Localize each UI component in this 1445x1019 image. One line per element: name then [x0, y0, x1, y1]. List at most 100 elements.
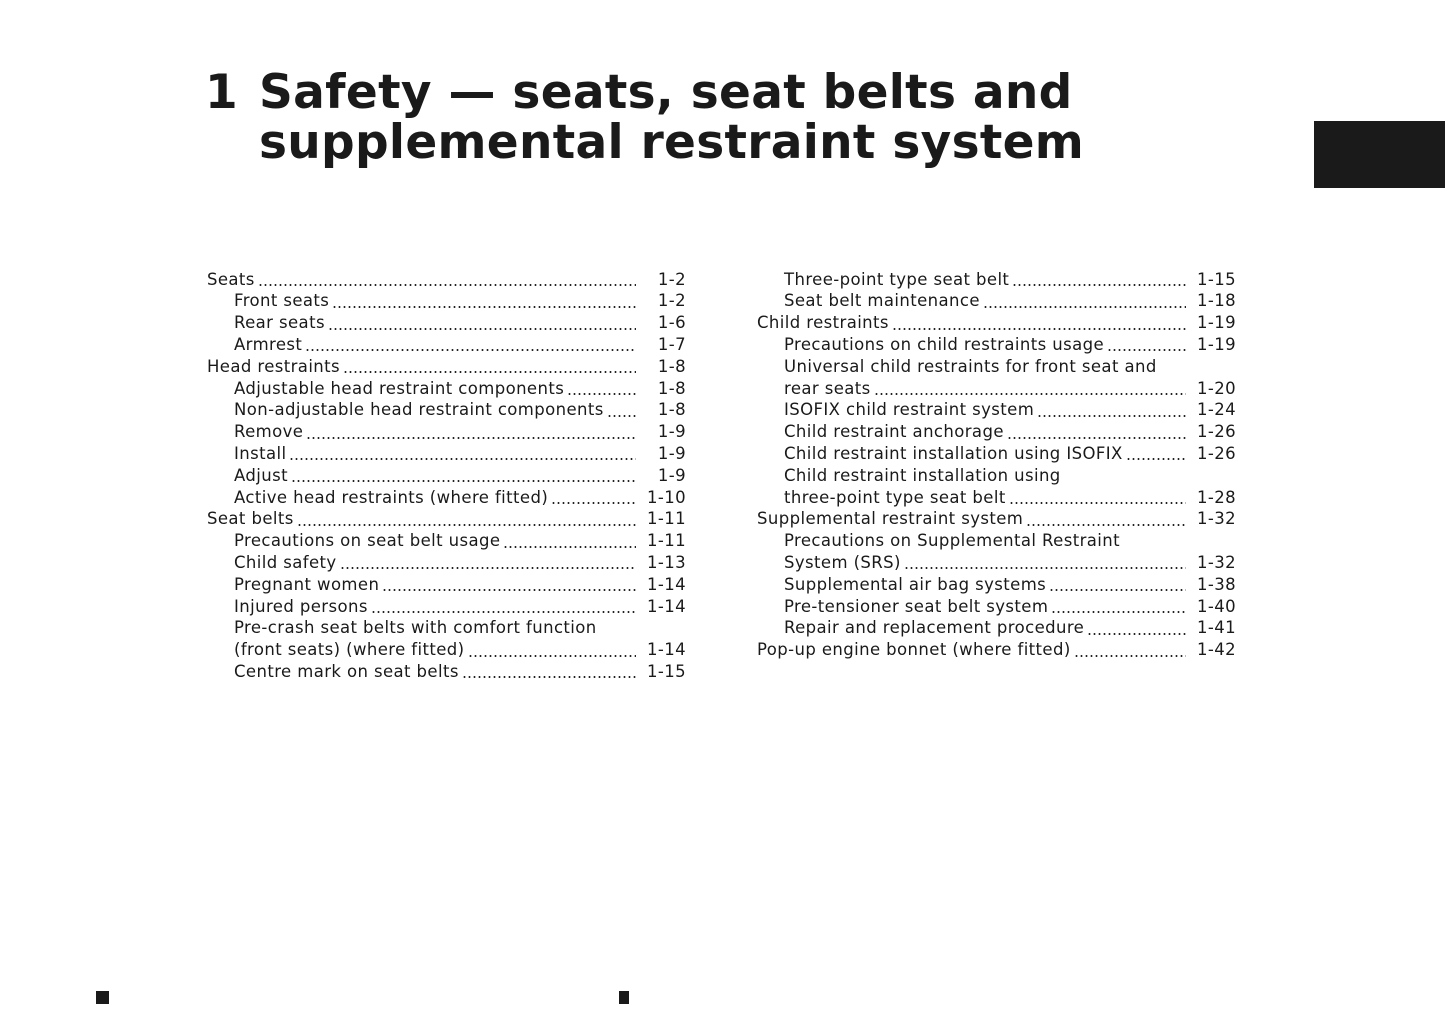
- entry-label: Injured persons: [234, 596, 368, 616]
- entry-label: Pregnant women: [234, 574, 380, 594]
- toc-entry: Pre-tensioner seat belt system 1-40: [784, 595, 1236, 617]
- toc-entry: Universal child restraints for front sea…: [784, 355, 1236, 377]
- leader-dots: [1049, 573, 1186, 596]
- toc-entry: Non-adjustable head restraint components…: [234, 398, 686, 421]
- leader-dots: [567, 377, 636, 399]
- page-number: 1-8: [657, 356, 686, 376]
- leader-dots: [1006, 420, 1186, 443]
- page-number: 1-6: [657, 313, 686, 333]
- leader-dots: [382, 573, 636, 596]
- toc-entry: Pre-crash seat belts with comfort functi…: [234, 617, 686, 639]
- toc-entry: Repair and replacement procedure 1-41: [784, 616, 1236, 639]
- crop-mark: [619, 991, 629, 1004]
- leader-dots: [982, 289, 1186, 312]
- page-number: 1-11: [646, 509, 686, 529]
- entry-label: Child safety: [234, 552, 337, 572]
- leader-dots: [873, 377, 1186, 399]
- page-number: 1-9: [657, 422, 686, 442]
- crop-mark: [96, 991, 109, 1004]
- toc-entry: Adjust 1-9: [234, 464, 686, 487]
- entry-label: Head restraints: [207, 356, 341, 376]
- entry-label: Non-adjustable head restraint components: [234, 400, 604, 420]
- leader-dots: [339, 551, 636, 574]
- toc-entry: Centre mark on seat belts 1-15: [234, 660, 686, 683]
- page-number: 1-24: [1196, 400, 1236, 420]
- page-number: 1-11: [646, 531, 686, 551]
- leader-dots: [296, 507, 636, 530]
- entry-label: Remove: [234, 422, 304, 442]
- entry-label: Three-point type seat belt: [784, 269, 1010, 289]
- leader-dots: [503, 529, 636, 552]
- entry-label: Active head restraints (where fitted): [234, 487, 549, 507]
- leader-dots: [1026, 507, 1186, 530]
- leader-dots: [891, 311, 1186, 334]
- entry-label: Rear seats: [234, 313, 325, 333]
- toc-entry: Injured persons 1-14: [234, 595, 686, 617]
- entry-label: Install: [234, 443, 287, 463]
- entry-label: Pre-crash seat belts with comfort functi…: [234, 618, 597, 638]
- chapter-tab: [1314, 121, 1445, 188]
- page-number: 1-26: [1196, 443, 1236, 463]
- leader-dots: [551, 486, 636, 508]
- page-number: 1-41: [1196, 618, 1236, 638]
- leader-dots: [327, 311, 636, 334]
- leader-dots: [305, 333, 636, 356]
- page-number: 1-19: [1196, 313, 1236, 333]
- page-number: 1-2: [657, 291, 686, 311]
- toc-entry: Child safety 1-13: [234, 551, 686, 574]
- page-number: 1-8: [657, 378, 686, 398]
- toc-entry: Seat belts 1-11: [207, 507, 686, 530]
- toc-entry: ISOFIX child restraint system 1-24: [784, 398, 1236, 421]
- page-number: 1-15: [646, 661, 686, 681]
- page-number: 1-40: [1196, 596, 1236, 616]
- toc-entry: Seats 1-2: [207, 268, 686, 290]
- leader-dots: [343, 355, 636, 378]
- entry-label: Child restraint installation using: [784, 465, 1061, 485]
- leader-dots: [1125, 442, 1186, 465]
- toc-entry: Armrest 1-7: [234, 333, 686, 356]
- entry-label: three-point type seat belt: [784, 487, 1006, 507]
- page-number: 1-8: [657, 400, 686, 420]
- entry-label: Child restraints: [757, 313, 889, 333]
- page-number: 1-38: [1196, 574, 1236, 594]
- page-number: 1-28: [1196, 487, 1236, 507]
- toc-entry: three-point type seat belt 1-28: [784, 486, 1236, 508]
- page-number: 1-15: [1196, 269, 1236, 289]
- entry-label: Pre-tensioner seat belt system: [784, 596, 1049, 616]
- toc-entry: System (SRS) 1-32: [784, 551, 1236, 574]
- chapter-number: 1: [205, 65, 239, 120]
- leader-dots: [903, 551, 1186, 574]
- toc-entry: Precautions on child restraints usage 1-1…: [784, 333, 1236, 356]
- page-number: 1-14: [646, 574, 686, 594]
- entry-label: System (SRS): [784, 552, 901, 572]
- toc-entry: Three-point type seat belt 1-15: [784, 268, 1236, 290]
- leader-dots: [467, 638, 636, 661]
- entry-label: Seats: [207, 269, 255, 289]
- leader-dots: [1037, 398, 1186, 421]
- entry-label: Centre mark on seat belts: [234, 661, 459, 681]
- entry-label: Adjustable head restraint components: [234, 378, 565, 398]
- entry-label: Child restraint anchorage: [784, 422, 1004, 442]
- entry-label: Pop-up engine bonnet (where fitted): [757, 640, 1071, 660]
- toc-entry: Seat belt maintenance 1-18: [784, 289, 1236, 312]
- toc-entry: Pop-up engine bonnet (where fitted) 1-42: [757, 638, 1236, 661]
- entry-label: Armrest: [234, 334, 303, 354]
- leader-dots: [461, 660, 636, 683]
- leader-dots: [1012, 268, 1186, 290]
- entry-label: Precautions on Supplemental Restraint: [784, 531, 1120, 551]
- entry-label: Seat belts: [207, 509, 294, 529]
- page-number: 1-13: [646, 552, 686, 572]
- leader-dots: [1073, 638, 1186, 661]
- leader-dots: [370, 595, 636, 617]
- page-number: 1-14: [646, 640, 686, 660]
- entry-label: Repair and replacement procedure: [784, 618, 1085, 638]
- page-number: 1-10: [646, 487, 686, 507]
- entry-label: rear seats: [784, 378, 871, 398]
- page-number: 1-26: [1196, 422, 1236, 442]
- entry-label: (front seats) (where fitted): [234, 640, 465, 660]
- toc-entry: Remove 1-9: [234, 420, 686, 443]
- leader-dots: [1008, 486, 1186, 508]
- chapter-title: Safety — seats, seat belts and: [259, 65, 1073, 120]
- toc-entry: Supplemental restraint system 1-32: [757, 507, 1236, 530]
- entry-label: Precautions on seat belt usage: [234, 531, 501, 551]
